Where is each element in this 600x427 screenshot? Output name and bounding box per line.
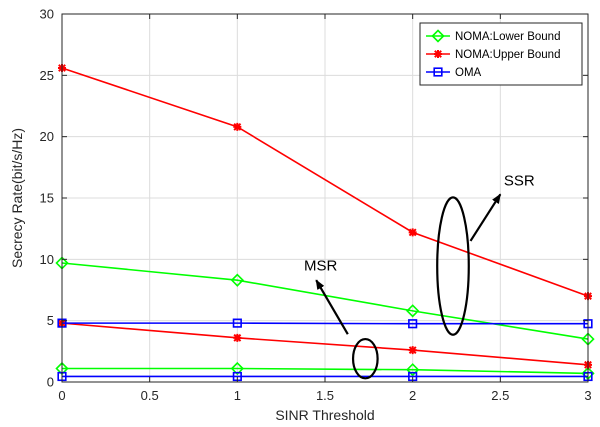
annotation-arrow (469, 193, 502, 242)
legend-label: OMA (455, 67, 482, 79)
data-point-marker (230, 273, 244, 287)
y-tick-label: 10 (40, 252, 54, 267)
annotation-label: MSR (304, 257, 338, 274)
data-point-marker (408, 346, 417, 355)
x-tick-label: 2.5 (491, 388, 509, 403)
y-axis-label: Secrecy Rate(bit/s/Hz) (9, 128, 25, 268)
data-point-marker (434, 50, 442, 58)
annotation-label: SSR (504, 173, 535, 190)
series-line (61, 322, 589, 366)
data-point-marker (233, 122, 242, 131)
data-point-marker (406, 304, 420, 318)
y-tick-label: 15 (40, 191, 54, 206)
data-point-marker (433, 67, 443, 77)
y-tick-label: 0 (47, 375, 54, 390)
series-line (62, 322, 588, 325)
x-axis-label: SINR Threshold (275, 407, 374, 423)
y-tick-label: 20 (40, 129, 54, 144)
data-point-marker (408, 319, 418, 329)
series-line (62, 367, 589, 375)
y-tick-label: 25 (40, 68, 54, 83)
y-tick-label: 5 (47, 313, 54, 328)
x-tick-label: 0 (58, 388, 65, 403)
annotation-ellipse (351, 337, 379, 380)
data-point-marker (406, 363, 420, 377)
x-tick-label: 2 (409, 388, 416, 403)
data-point-marker (232, 318, 242, 328)
x-tick-label: 0.5 (141, 388, 159, 403)
legend-label: NOMA:Upper Bound (455, 49, 560, 61)
series-line (61, 67, 589, 297)
data-point-marker (233, 333, 242, 342)
annotation-arrow (315, 279, 349, 335)
data-point-marker (431, 29, 445, 43)
x-tick-label: 1.5 (316, 388, 334, 403)
annotation-ellipse (436, 196, 470, 336)
x-tick-label: 3 (584, 388, 591, 403)
annotations: SSR MSR (304, 173, 535, 380)
x-tick-label: 1 (234, 388, 241, 403)
data-point-marker (408, 228, 417, 237)
data-point-marker (230, 361, 244, 376)
legend-label: NOMA:Lower Bound (455, 31, 560, 43)
y-tick-label: 30 (40, 7, 54, 22)
legend: NOMA:Lower Bound NOMA:Upper Bound OMA (419, 22, 583, 86)
